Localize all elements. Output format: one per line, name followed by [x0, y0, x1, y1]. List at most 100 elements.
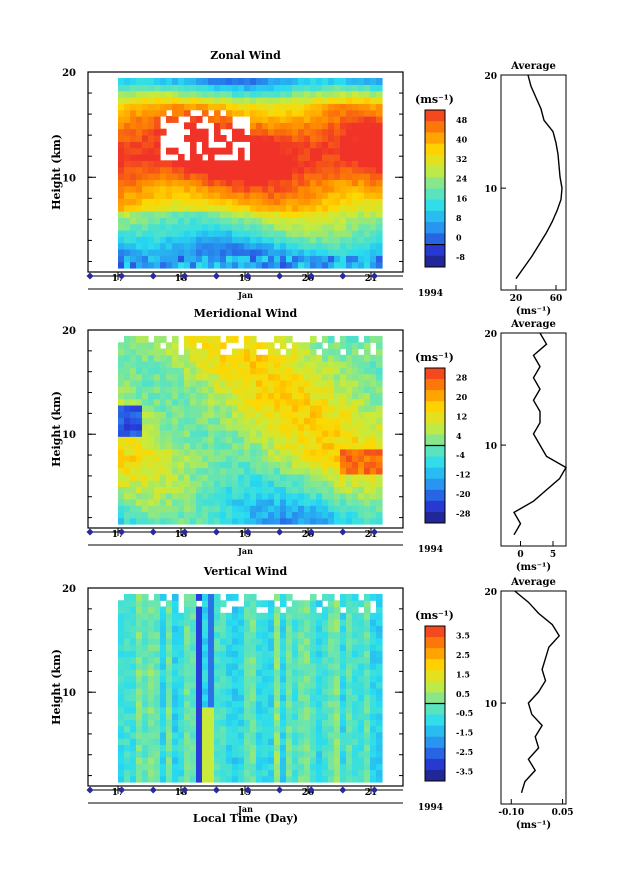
- heatmap-cell: [142, 78, 149, 85]
- heatmap-cell: [178, 625, 185, 633]
- heatmap-cell: [334, 249, 341, 256]
- profile-frame: [500, 590, 567, 805]
- heatmap-cell: [352, 354, 359, 362]
- heatmap-cell: [118, 128, 125, 136]
- heatmap-cell: [322, 461, 329, 469]
- heatmap-cell: [130, 348, 137, 356]
- heatmap-cell: [208, 511, 215, 519]
- heatmap-cell: [166, 373, 173, 381]
- heatmap-cell: [274, 498, 281, 506]
- heatmap-cell: [304, 769, 311, 777]
- heatmap-cell: [136, 154, 143, 161]
- heatmap-cell: [184, 392, 191, 400]
- heatmap-cell: [286, 217, 293, 225]
- heatmap-cell: [310, 128, 317, 136]
- heatmap-cell: [160, 354, 167, 362]
- heatmap-cell: [286, 336, 293, 343]
- heatmap-cell: [124, 198, 131, 206]
- heatmap-cell: [172, 348, 179, 356]
- heatmap-cell: [238, 669, 245, 677]
- heatmap-cell: [376, 392, 383, 400]
- time-marker: [276, 528, 284, 536]
- heatmap-cell: [124, 404, 131, 412]
- profile-y-tick-label: 20: [484, 72, 497, 82]
- heatmap-cell: [148, 204, 155, 212]
- heatmap-cell: [196, 116, 203, 123]
- heatmap-cell: [118, 354, 125, 362]
- heatmap-cell: [154, 769, 161, 777]
- heatmap-cell: [214, 236, 221, 244]
- heatmap-cell: [172, 367, 179, 375]
- heatmap-cell: [376, 744, 383, 752]
- heatmap-cell: [172, 436, 179, 444]
- heatmap-cell: [250, 386, 257, 393]
- heatmap-cell: [250, 242, 257, 250]
- heatmap-cell: [352, 498, 359, 506]
- heatmap-cell: [190, 354, 197, 362]
- heatmap-cell: [274, 750, 281, 758]
- heatmap-cell: [160, 486, 167, 494]
- heatmap-cell: [184, 223, 191, 231]
- heatmap-cell: [226, 367, 233, 375]
- heatmap-cell: [280, 455, 287, 462]
- heatmap-cell: [220, 637, 227, 645]
- heatmap-cell: [274, 492, 281, 500]
- heatmap-cell: [172, 763, 179, 771]
- heatmap-cell: [256, 775, 263, 783]
- heatmap-cell: [286, 511, 293, 519]
- heatmap-cell: [292, 242, 299, 250]
- heatmap-cell: [286, 612, 293, 620]
- heatmap-cell: [280, 160, 287, 168]
- heatmap-cell: [364, 719, 371, 727]
- heatmap-cell: [190, 173, 197, 180]
- heatmap-cell: [196, 154, 203, 161]
- heatmap-cell: [322, 763, 329, 771]
- heatmap-cell: [184, 217, 191, 225]
- heatmap-cell: [142, 116, 149, 123]
- heatmap-cell: [262, 373, 269, 381]
- heatmap-cell: [274, 430, 281, 437]
- heatmap-cell: [244, 249, 251, 256]
- heatmap-cell: [274, 769, 281, 777]
- heatmap-cell: [232, 417, 239, 425]
- heatmap-cell: [238, 442, 245, 450]
- heatmap-cell: [208, 255, 215, 263]
- heatmap-cell: [370, 669, 377, 677]
- heatmap-cell: [190, 644, 197, 651]
- heatmap-cell: [160, 612, 167, 620]
- heatmap-cell: [148, 211, 155, 218]
- heatmap-cell: [124, 255, 131, 263]
- heatmap-cell: [364, 386, 371, 393]
- heatmap-cell: [334, 211, 341, 218]
- heatmap-cell: [142, 644, 149, 651]
- heatmap-cell: [154, 423, 161, 431]
- heatmap-cell: [160, 404, 167, 412]
- heatmap-cell: [166, 223, 173, 231]
- heatmap-cell: [370, 404, 377, 412]
- heatmap-cell: [220, 700, 227, 708]
- heatmap-cell: [358, 367, 365, 375]
- heatmap-cell: [226, 750, 233, 758]
- heatmap-cell: [322, 637, 329, 645]
- heatmap-cell: [298, 97, 305, 104]
- heatmap-cell: [184, 423, 191, 431]
- heatmap-cell: [316, 619, 323, 626]
- heatmap-cell: [142, 619, 149, 626]
- heatmap-cell: [130, 467, 137, 475]
- heatmap-cell: [172, 236, 179, 244]
- heatmap-cell: [190, 769, 197, 777]
- heatmap-cell: [142, 192, 149, 199]
- heatmap-cell: [292, 775, 299, 783]
- heatmap-cell: [148, 373, 155, 381]
- heatmap-cell: [310, 473, 317, 481]
- heatmap-cell: [202, 650, 209, 658]
- heatmap-cell: [178, 644, 185, 651]
- heatmap-cell: [232, 354, 239, 362]
- heatmap-cell: [346, 367, 353, 375]
- heatmap-cell: [142, 455, 149, 462]
- heatmap-cell: [262, 650, 269, 658]
- heatmap-cell: [340, 473, 347, 481]
- heatmap-cell: [304, 448, 311, 456]
- heatmap-cell: [178, 367, 185, 375]
- heatmap-cell: [298, 255, 305, 263]
